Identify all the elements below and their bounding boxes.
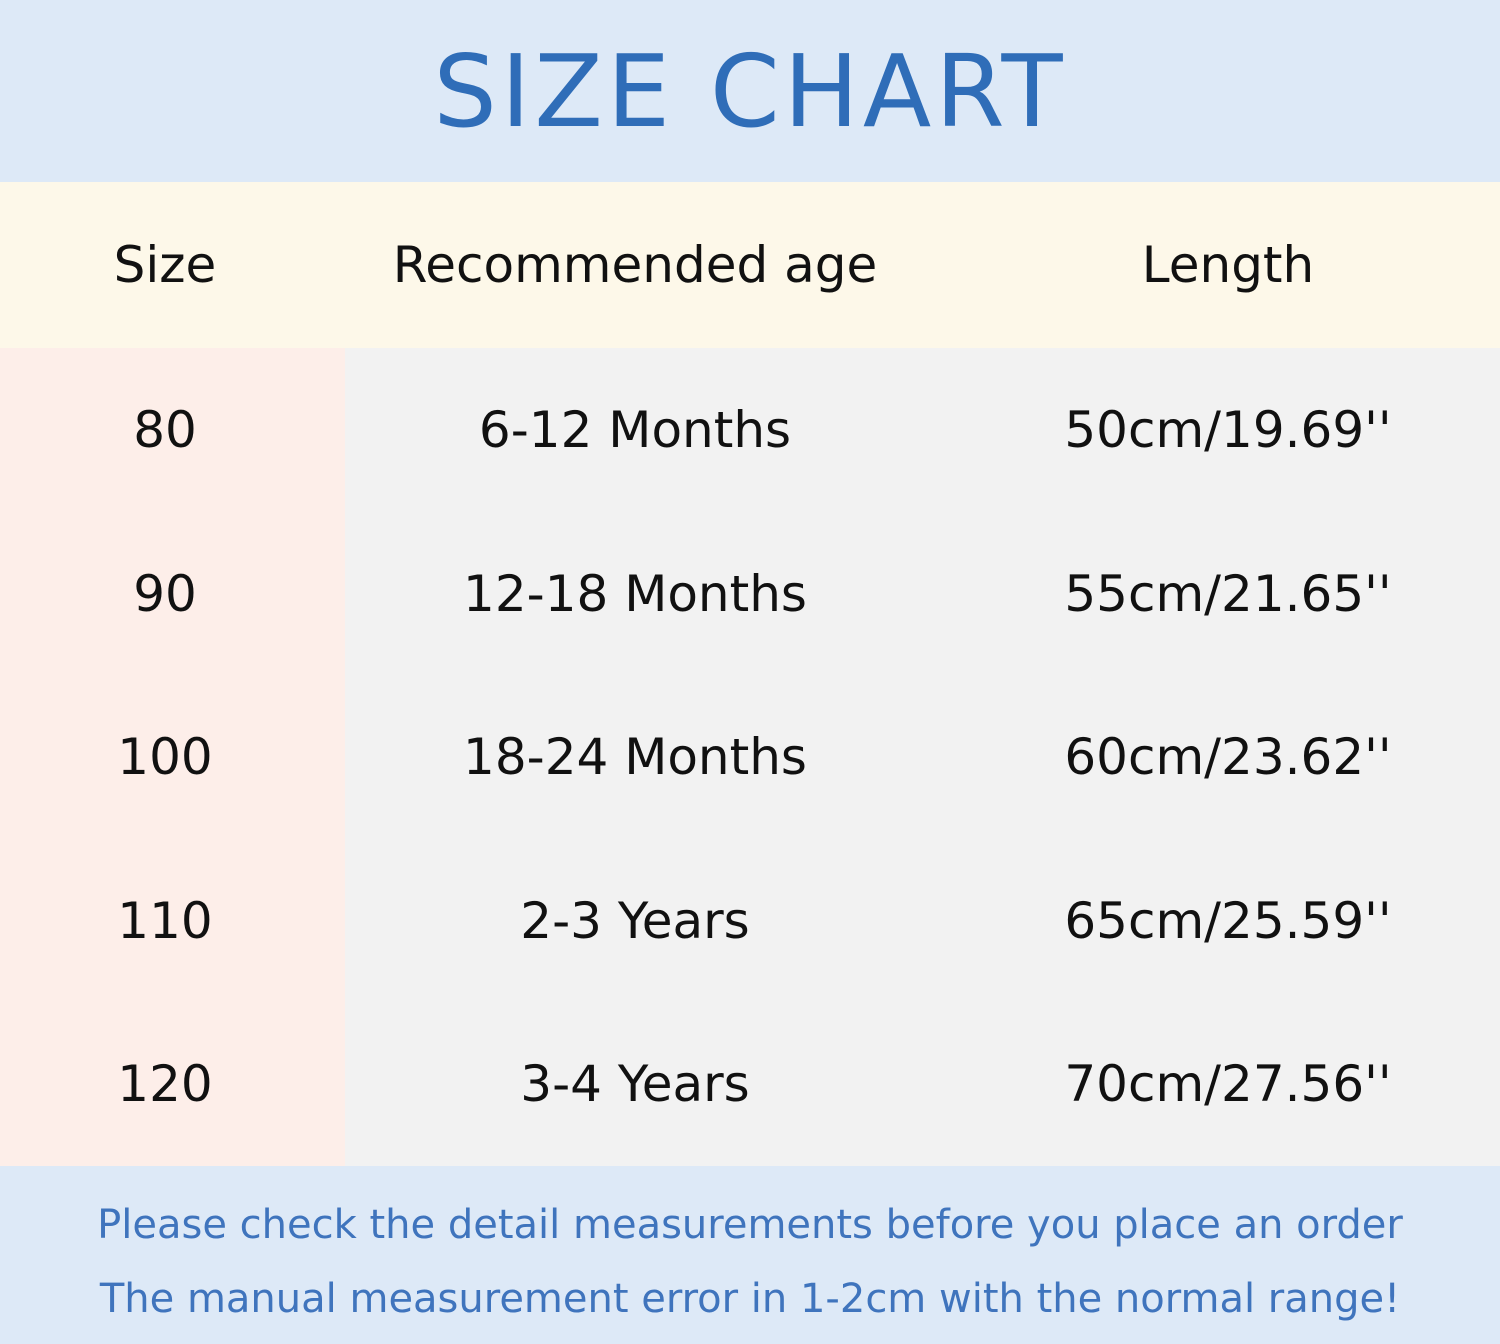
table-cell: 80 [133, 401, 197, 459]
table-cell: 3-4 Years [520, 1055, 750, 1113]
table-cell: 2-3 Years [520, 891, 750, 950]
table-cell: 70cm/27.56'' [1064, 1055, 1392, 1113]
column-header: Recommended age [392, 236, 878, 294]
table-cell: 90 [133, 564, 197, 623]
table-cell: 55cm/21.65'' [1064, 564, 1392, 623]
column-header: Size [113, 236, 217, 294]
table-cell: 100 [117, 728, 213, 786]
footer-note: The manual measurement error in 1-2cm wi… [99, 1276, 1401, 1322]
size-column-bg [0, 348, 345, 1166]
table-cell: 6-12 Months [478, 401, 792, 459]
table-cell: 120 [117, 1055, 213, 1113]
table-body: 80 6-12 Months 50cm/19.69'' 90 12-18 Months 5… [0, 348, 1500, 1166]
table-cell: 18-24 Months [463, 728, 807, 786]
table-cell: 50cm/19.69'' [1064, 401, 1392, 459]
footer-note: Please check the detail measurements bef… [97, 1202, 1403, 1248]
table-cell: 12-18 Months [463, 564, 807, 623]
header: SIZE CHART [0, 0, 1500, 182]
title: SIZE CHART [433, 32, 1067, 150]
table-cell: 110 [117, 891, 213, 950]
table-cell: 65cm/25.59'' [1064, 891, 1392, 950]
table-cell: 60cm/23.62'' [1064, 728, 1392, 786]
table-header: Size Recommended age Length [0, 182, 1500, 348]
column-header: Length [1141, 236, 1315, 294]
footer: Please check the detail measurements bef… [0, 1166, 1500, 1344]
